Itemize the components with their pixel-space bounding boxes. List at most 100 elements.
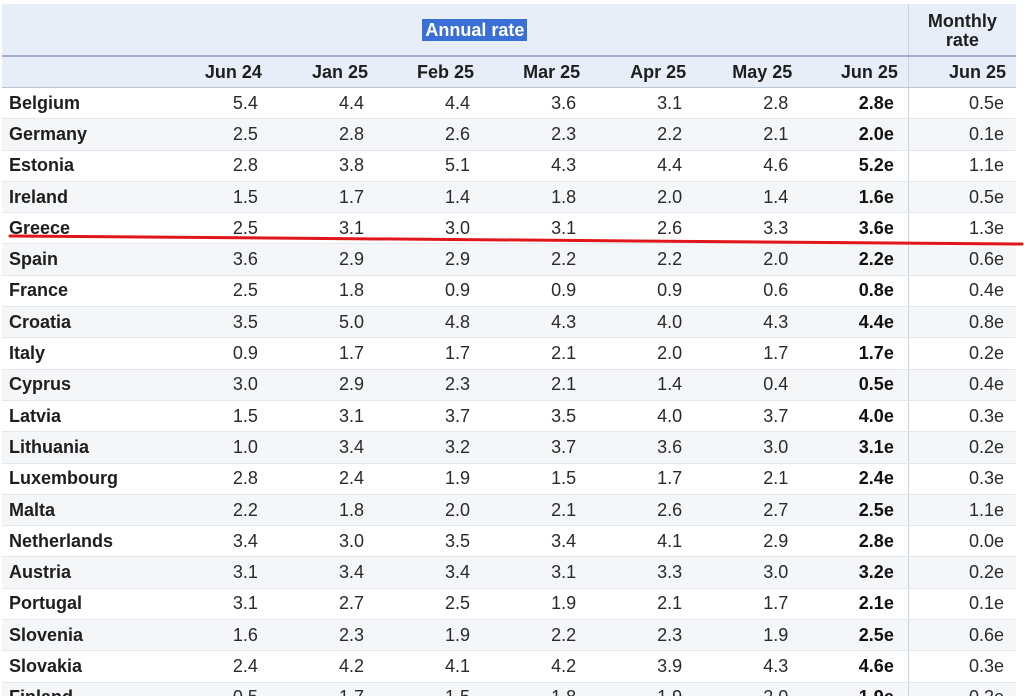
annual-rate-cell: 3.2: [378, 431, 485, 464]
table-row: Belgium 5.4 4.4 4.4 3.6 3.1 2.8 2.8e 0.5e: [2, 87, 1016, 120]
annual-rate-cell: 5.4: [165, 87, 272, 120]
annual-rate-cell: 2.5: [165, 212, 272, 245]
table-row: Lithuania 1.0 3.4 3.2 3.7 3.6 3.0 3.1e 0.2e: [2, 431, 1016, 464]
latest-annual-rate-cell: 5.2e: [802, 150, 909, 182]
monthly-rate-cell: 0.3e: [907, 400, 1016, 433]
table-row: Croatia 3.5 5.0 4.8 4.3 4.0 4.3 4.4e 0.8e: [2, 306, 1016, 339]
monthly-rate-cell: 0.5e: [907, 87, 1016, 120]
table-row: Portugal 3.1 2.7 2.5 1.9 2.1 1.7 2.1e 0.1e: [2, 588, 1016, 621]
annual-rate-cell: 4.1: [378, 650, 485, 683]
annual-rate-cell: 3.1: [165, 588, 272, 621]
inflation-rates-table: Annual rate Monthly rate Jun 24 Jan 25 F…: [2, 4, 1016, 696]
monthly-rate-cell: 0.1e: [907, 118, 1016, 151]
annual-rate-cell: 3.4: [271, 556, 378, 589]
monthly-rate-cell: 0.3e: [907, 463, 1016, 495]
column-group-header: Annual rate Monthly rate: [2, 4, 1016, 57]
annual-rate-cell: 0.6: [696, 275, 803, 308]
annual-rate-label[interactable]: Annual rate: [422, 18, 528, 41]
annual-rate-cell: 4.3: [696, 650, 803, 683]
month-header: Jun 24: [165, 56, 272, 88]
annual-rate-cell: 0.9: [590, 275, 697, 308]
monthly-rate-label-line1: Monthly: [927, 10, 997, 31]
latest-annual-rate-cell: 3.2e: [802, 556, 909, 589]
annual-rate-cell: 4.4: [590, 150, 697, 182]
annual-rate-cell: 2.2: [590, 118, 697, 151]
annual-rate-cell: 2.1: [696, 463, 803, 495]
country-name: Slovakia: [2, 650, 166, 683]
annual-rate-cell: 4.0: [590, 306, 697, 339]
annual-rate-cell: 1.5: [484, 463, 591, 495]
annual-rate-cell: 3.1: [590, 87, 697, 120]
annual-rate-cell: 1.7: [271, 337, 378, 370]
annual-rate-cell: 1.9: [484, 588, 591, 621]
annual-rate-cell: 3.1: [165, 556, 272, 589]
annual-rate-cell: 5.1: [378, 150, 485, 182]
annual-rate-cell: 2.9: [271, 369, 378, 401]
latest-annual-rate-cell: 1.6e: [802, 181, 909, 214]
annual-rate-cell: 3.1: [484, 556, 591, 589]
monthly-month-header: Jun 25: [907, 56, 1016, 88]
annual-rate-cell: 2.8: [165, 463, 272, 495]
annual-rate-cell: 3.0: [165, 369, 272, 401]
annual-rate-cell: 2.1: [484, 494, 591, 527]
country-name: Spain: [2, 243, 166, 276]
annual-rate-cell: 2.0: [696, 243, 803, 276]
annual-rate-cell: 2.0: [590, 337, 697, 370]
annual-rate-cell: 2.4: [271, 463, 378, 495]
annual-rate-cell: 2.7: [271, 588, 378, 621]
monthly-rate-cell: 0.8e: [907, 306, 1016, 339]
month-header-row: Jun 24 Jan 25 Feb 25 Mar 25 Apr 25 May 2…: [2, 56, 1016, 88]
table-row: Finland0.51.71.51.81.92.01.9e-0.2e: [2, 682, 1016, 696]
annual-rate-cell: 4.3: [696, 306, 803, 339]
annual-rate-cell: 1.0: [165, 431, 272, 464]
annual-rate-cell: 1.5: [165, 181, 272, 214]
annual-rate-cell: 2.9: [696, 525, 803, 558]
annual-rate-cell: 1.8: [484, 181, 591, 214]
table-row: Slovakia 2.4 4.2 4.1 4.2 3.9 4.3 4.6e 0.3e: [2, 650, 1016, 683]
annual-rate-cell: 3.4: [484, 525, 591, 558]
month-header: Mar 25: [484, 56, 591, 88]
annual-rate-cell: 3.6: [165, 243, 272, 276]
table-row: Malta 2.2 1.8 2.0 2.1 2.6 2.7 2.5e 1.1e: [2, 494, 1016, 527]
annual-rate-cell: 0.5: [165, 682, 272, 696]
table-row: Luxembourg 2.8 2.4 1.9 1.5 1.7 2.1 2.4e 0.3e: [2, 463, 1016, 495]
monthly-rate-cell: 0.2e: [907, 337, 1016, 370]
month-header: Jun 25: [802, 56, 909, 88]
annual-rate-cell: 2.8: [696, 87, 803, 120]
annual-rate-cell: 2.5: [165, 275, 272, 308]
annual-rate-cell: 3.1: [271, 400, 378, 433]
annual-rate-cell: 2.8: [165, 150, 272, 182]
annual-rate-cell: 1.4: [696, 181, 803, 214]
country-name: Malta: [2, 494, 166, 527]
country-name: Austria: [2, 556, 166, 589]
latest-annual-rate-cell: 3.1e: [802, 431, 909, 464]
annual-rate-cell: 4.1: [590, 525, 697, 558]
annual-rate-cell: 1.7: [696, 337, 803, 370]
country-name: Ireland: [2, 181, 166, 214]
annual-rate-cell: 1.9: [378, 463, 485, 495]
monthly-rate-cell: 1.3e: [907, 212, 1016, 245]
annual-rate-cell: 2.2: [165, 494, 272, 527]
monthly-rate-label-line2: rate: [945, 29, 979, 50]
annual-rate-cell: 3.5: [484, 400, 591, 433]
latest-annual-rate-cell: 2.5e: [802, 619, 909, 652]
annual-rate-cell: 1.8: [271, 494, 378, 527]
monthly-rate-cell: 1.1e: [907, 150, 1016, 182]
monthly-rate-cell: 0.6e: [907, 619, 1016, 652]
annual-rate-cell: 3.3: [696, 212, 803, 245]
country-name: Latvia: [2, 400, 166, 433]
table-row: Greece 2.5 3.1 3.0 3.1 2.6 3.3 3.6e 1.3e: [2, 212, 1016, 245]
annual-rate-cell: 1.7: [271, 682, 378, 696]
latest-annual-rate-cell: 2.1e: [802, 588, 909, 621]
annual-rate-cell: 3.7: [696, 400, 803, 433]
monthly-rate-cell: 0.3e: [907, 650, 1016, 683]
latest-annual-rate-cell: 2.2e: [802, 243, 909, 276]
annual-rate-cell: 2.0: [378, 494, 485, 527]
annual-rate-cell: 3.6: [484, 87, 591, 120]
annual-rate-cell: 0.9: [484, 275, 591, 308]
country-name: Greece: [2, 212, 166, 245]
table-body: Belgium 5.4 4.4 4.4 3.6 3.1 2.8 2.8e 0.5e Germany…: [2, 87, 1016, 696]
monthly-rate-cell: 0.2e: [907, 431, 1016, 464]
annual-rate-cell: 1.9: [590, 682, 697, 696]
annual-rate-cell: 4.8: [378, 306, 485, 339]
